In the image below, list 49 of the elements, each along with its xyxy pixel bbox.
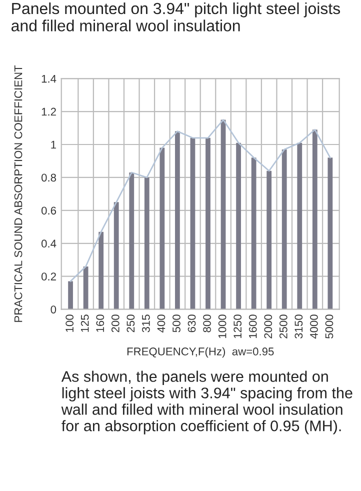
- bar: [297, 142, 302, 310]
- bar: [114, 202, 119, 310]
- line-series: [70, 119, 331, 282]
- bar: [83, 266, 88, 310]
- x-tick-label: 4000: [310, 314, 318, 339]
- x-tick-label: 1000: [218, 314, 226, 338]
- y-tick-label: 0.2: [42, 272, 56, 280]
- bar: [282, 149, 287, 310]
- bar: [190, 138, 196, 310]
- chart-title: Panels mounted on 3.94" pitch light steel joists and filled mineral wool insulation: [12, 2, 340, 32]
- x-tick-label: 125: [80, 314, 89, 332]
- x-tick-label: 2500: [279, 314, 288, 338]
- bar: [144, 177, 150, 310]
- bar: [206, 138, 210, 310]
- x-tick-label: 400: [157, 314, 166, 332]
- bar: [175, 131, 180, 310]
- y-tick-label: 0: [50, 306, 56, 314]
- bar: [160, 148, 165, 310]
- bar: [312, 130, 318, 310]
- x-tick-label: 1250: [234, 314, 242, 338]
- y-tick-label: 1.4: [42, 74, 56, 83]
- y-tick-label: 1: [51, 140, 56, 149]
- x-tick-label: 100: [66, 314, 74, 332]
- x-axis-title: FREQUENCY,F(Hz) aw=0.95: [127, 347, 274, 358]
- bar: [328, 158, 333, 310]
- y-tick-label: 0.8: [42, 174, 56, 182]
- text: As shown, the panels were mounted on light steel joists with 3.94" spacing from the wall and filled with mineral wool insulation for an absorption coefficient of 0.95 (MH).: [61, 370, 352, 434]
- bar: [98, 232, 104, 310]
- x-tick-label: 250: [126, 314, 135, 332]
- y-tick-label: 0.4: [42, 240, 56, 248]
- x-tick-label: 1600: [248, 314, 257, 338]
- x-tick-label: 160: [96, 314, 104, 332]
- x-tick-label: 500: [172, 314, 180, 332]
- bar: [266, 170, 272, 310]
- x-tick-label: 3150: [294, 314, 303, 338]
- bar: [68, 281, 73, 310]
- x-tick-label: 800: [203, 314, 211, 332]
- x-tick-label: 630: [188, 314, 196, 332]
- bar: [251, 158, 256, 310]
- y-axis-title: PRACTICAL SOUND ABSORPTION COEFFICIENT: [14, 65, 22, 322]
- x-tick-label: 315: [142, 314, 150, 332]
- y-tick-label: 0.6: [42, 206, 56, 215]
- bar: [129, 172, 134, 310]
- bar: [220, 120, 226, 310]
- bar: [236, 142, 241, 310]
- x-tick-label: 2000: [264, 314, 272, 338]
- y-tick-label: 1.2: [42, 108, 56, 116]
- x-tick-label: 200: [111, 314, 120, 332]
- x-tick-label: 5000: [325, 314, 334, 338]
